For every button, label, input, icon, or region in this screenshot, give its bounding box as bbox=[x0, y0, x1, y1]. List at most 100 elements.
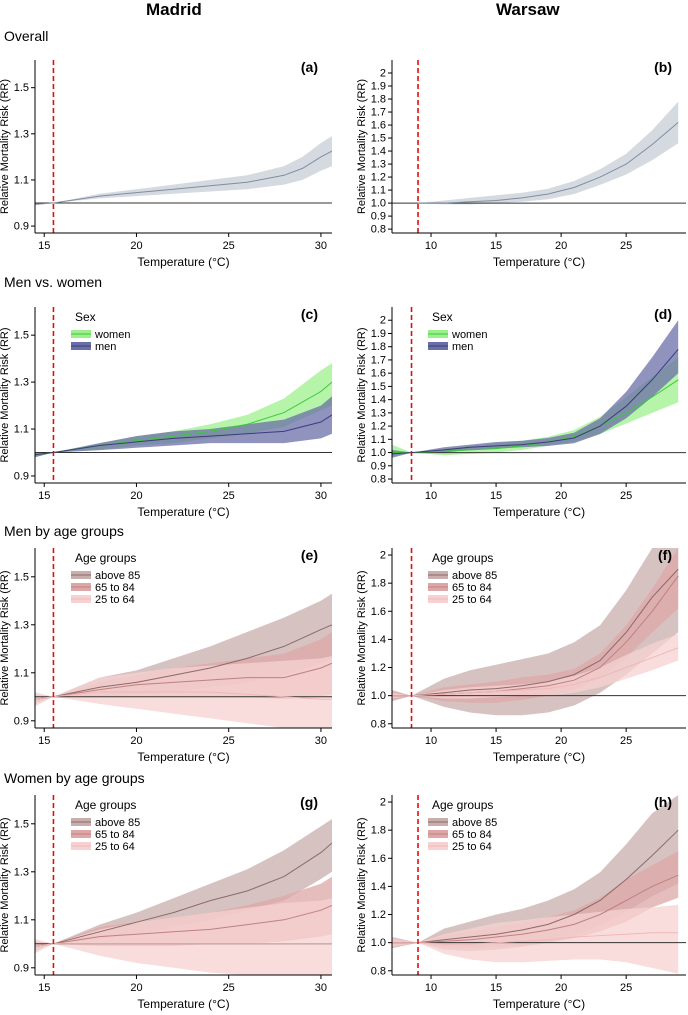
x-tick-label: 20 bbox=[555, 490, 567, 502]
x-tick-label: 25 bbox=[620, 735, 632, 747]
y-tick-label: 1.9 bbox=[371, 81, 386, 93]
panel-label: (c) bbox=[301, 306, 318, 322]
plot-area bbox=[35, 548, 332, 728]
panel-b: 10 15 20 250.80.91.01.11.21.31.41.51.61.71.… bbox=[356, 59, 686, 269]
y-tick-label: 0.9 bbox=[371, 460, 386, 472]
y-axis-label: Relative Mortality Risk (RR) bbox=[356, 79, 368, 214]
series-line-25-to-64 bbox=[392, 932, 679, 945]
x-tick-label: 15 bbox=[38, 240, 50, 252]
x-tick-label: 20 bbox=[130, 490, 142, 502]
legend-entry: 65 to 84 bbox=[95, 829, 135, 841]
x-tick-label: 15 bbox=[38, 982, 50, 994]
y-tick-label: 1.5 bbox=[371, 133, 386, 145]
y-tick-label: 1.2 bbox=[371, 662, 386, 674]
x-tick-label: 30 bbox=[315, 490, 327, 502]
y-tick-label: 1.4 bbox=[371, 394, 386, 406]
column-title-warsaw: Warsaw bbox=[496, 0, 560, 19]
y-tick-label: 1.3 bbox=[371, 407, 386, 419]
row-title-men-vs-women: Men vs. women bbox=[4, 274, 103, 290]
plot-area bbox=[35, 307, 332, 483]
y-tick-label: 1.0 bbox=[371, 447, 386, 459]
y-tick-label: 1.6 bbox=[371, 368, 386, 380]
ci-band-overall bbox=[418, 101, 679, 205]
y-axis-label: Relative Mortality Risk (RR) bbox=[0, 817, 11, 952]
y-tick-label: 1.1 bbox=[14, 174, 29, 186]
x-tick-label: 20 bbox=[555, 982, 567, 994]
series-line-above-85 bbox=[35, 842, 332, 947]
ci-band-25-to-64 bbox=[392, 633, 679, 699]
x-tick-label: 25 bbox=[223, 490, 235, 502]
y-tick-label: 1.1 bbox=[371, 185, 386, 197]
x-tick-label: 20 bbox=[130, 240, 142, 252]
row-title-men-by-age: Men by age groups bbox=[4, 523, 124, 539]
x-axis-label: Temperature (°C) bbox=[493, 255, 585, 269]
x-tick-label: 25 bbox=[223, 735, 235, 747]
y-tick-label: 1.8 bbox=[371, 825, 386, 837]
series-line-women bbox=[392, 379, 679, 454]
x-axis-label: Temperature (°C) bbox=[137, 255, 229, 269]
legend-entry: 65 to 84 bbox=[95, 582, 135, 594]
x-axis-label: Temperature (°C) bbox=[493, 750, 585, 764]
ci-band-25-to-64 bbox=[392, 904, 679, 974]
plot-area bbox=[392, 60, 686, 233]
legend-entry: 25 to 64 bbox=[452, 594, 492, 606]
x-tick-label: 10 bbox=[425, 240, 437, 252]
ci-band-65-to-84 bbox=[392, 548, 679, 703]
x-tick-label: 10 bbox=[425, 982, 437, 994]
legend-title: Age groups bbox=[432, 798, 493, 812]
y-tick-label: 1.5 bbox=[14, 571, 29, 583]
y-tick-label: 1.6 bbox=[371, 606, 386, 618]
y-tick-label: 1.2 bbox=[371, 421, 386, 433]
y-axis-label: Relative Mortality Risk (RR) bbox=[356, 817, 368, 952]
y-tick-label: 1.2 bbox=[371, 172, 386, 184]
legend-title: Age groups bbox=[75, 551, 136, 565]
panel-label: (a) bbox=[301, 59, 318, 75]
panel-label: (e) bbox=[301, 547, 318, 563]
y-tick-label: 1.0 bbox=[371, 690, 386, 702]
series-line-men bbox=[392, 348, 679, 455]
series-line-men bbox=[35, 414, 332, 456]
x-tick-label: 15 bbox=[490, 982, 502, 994]
panel-e: 15 20 25 30 0.9 1.1 1.3 1.5 Temperature (°C) Rela… bbox=[0, 547, 332, 764]
y-tick-label: 1.8 bbox=[371, 341, 386, 353]
x-tick-label: 25 bbox=[620, 982, 632, 994]
y-tick-label: 1.2 bbox=[371, 909, 386, 921]
ci-band-men bbox=[392, 320, 679, 458]
legend-entry: above 85 bbox=[95, 570, 140, 582]
row-title-overall: Overall bbox=[4, 28, 49, 44]
y-tick-label: 0.9 bbox=[14, 470, 29, 482]
legend-entry: men bbox=[95, 341, 116, 353]
y-tick-label: 1.6 bbox=[371, 853, 386, 865]
series-line-overall bbox=[35, 150, 332, 205]
x-axis-label: Temperature (°C) bbox=[493, 505, 585, 519]
x-tick-label: 15 bbox=[490, 240, 502, 252]
y-tick-label: 1.3 bbox=[14, 619, 29, 631]
x-axis-label: Temperature (°C) bbox=[137, 505, 229, 519]
series-line-65-to-84 bbox=[35, 904, 332, 947]
y-tick-label: 1.8 bbox=[371, 578, 386, 590]
y-tick-label: 0.8 bbox=[371, 965, 386, 977]
x-tick-label: 20 bbox=[130, 982, 142, 994]
legend-entry: above 85 bbox=[95, 817, 140, 829]
y-tick-label: 1.6 bbox=[371, 120, 386, 132]
y-tick-label: 1.1 bbox=[14, 914, 29, 926]
panel-label: (h) bbox=[654, 794, 672, 810]
x-tick-label: 15 bbox=[38, 490, 50, 502]
y-tick-label: 1.1 bbox=[14, 424, 29, 436]
plot-area bbox=[392, 307, 686, 483]
y-tick-label: 0.9 bbox=[14, 221, 29, 233]
y-tick-label: 0.8 bbox=[371, 718, 386, 730]
y-tick-label: 1.4 bbox=[371, 881, 386, 893]
legend-entry: 65 to 84 bbox=[452, 582, 492, 594]
legend-entry: women bbox=[94, 329, 130, 341]
x-tick-label: 30 bbox=[315, 982, 327, 994]
y-tick-label: 1.9 bbox=[371, 328, 386, 340]
y-axis-label: Relative Mortality Risk (RR) bbox=[356, 327, 368, 462]
y-tick-label: 2 bbox=[380, 68, 386, 80]
legend-title: Age groups bbox=[432, 551, 493, 565]
y-tick-label: 1.0 bbox=[371, 937, 386, 949]
panel-label: (f) bbox=[658, 547, 672, 563]
row-title-women-by-age: Women by age groups bbox=[4, 770, 145, 786]
y-tick-label: 1.8 bbox=[371, 94, 386, 106]
